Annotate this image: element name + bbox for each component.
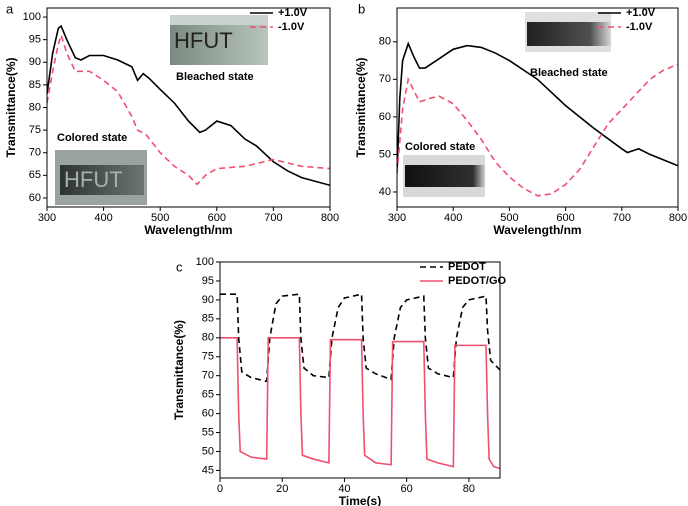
inset-image-band xyxy=(60,165,144,195)
panel-label: c xyxy=(176,259,183,274)
y-axis-label: Transmittance(%) xyxy=(4,57,18,157)
y-axis-label: Transmittance(%) xyxy=(354,57,368,157)
plot-frame xyxy=(396,7,679,208)
y-tick-label: 85 xyxy=(29,79,41,91)
y-tick-label: 70 xyxy=(202,370,214,382)
legend-label: -1.0V xyxy=(278,21,305,33)
y-tick-label: 90 xyxy=(202,294,214,306)
x-tick-label: 0 xyxy=(217,483,223,495)
legend-label: -1.0V xyxy=(626,21,653,33)
plot-area xyxy=(220,293,500,470)
y-tick-label: 50 xyxy=(379,148,391,160)
x-tick-label: 20 xyxy=(276,483,288,495)
annotation: Colored state xyxy=(405,141,475,153)
y-tick-label: 50 xyxy=(202,445,214,457)
plot-area xyxy=(397,41,678,197)
y-tick-label: 60 xyxy=(29,192,41,204)
y-tick-label: 40 xyxy=(379,186,391,198)
x-tick-label: 400 xyxy=(444,212,462,224)
plot-area xyxy=(47,24,330,187)
data-line xyxy=(397,63,678,197)
panel-label: a xyxy=(6,1,14,16)
y-tick-label: 45 xyxy=(202,464,214,476)
annotation: Bleached state xyxy=(530,67,608,79)
x-tick-label: 300 xyxy=(38,212,56,224)
inset-text: HFUT xyxy=(64,167,123,192)
x-axis-label: Time(s) xyxy=(339,494,381,506)
y-tick-label: 100 xyxy=(23,11,41,23)
y-tick-label: 75 xyxy=(29,124,41,136)
data-line xyxy=(397,41,678,174)
x-tick-label: 400 xyxy=(94,212,112,224)
x-tick-label: 500 xyxy=(151,212,169,224)
y-tick-label: 80 xyxy=(202,332,214,344)
x-axis-label: Wavelength/nm xyxy=(493,223,581,237)
x-tick-label: 300 xyxy=(388,212,406,224)
data-line xyxy=(47,24,330,187)
x-tick-label: 700 xyxy=(613,212,631,224)
y-tick-label: 90 xyxy=(29,56,41,68)
y-tick-label: 80 xyxy=(29,101,41,113)
y-tick-label: 60 xyxy=(202,407,214,419)
legend-label: +1.0V xyxy=(626,7,656,19)
y-tick-label: 70 xyxy=(29,147,41,159)
plot-frame xyxy=(46,7,331,208)
y-axis-label: Transmittance(%) xyxy=(172,320,186,420)
x-tick-label: 800 xyxy=(321,212,339,224)
panel-label: b xyxy=(358,1,365,16)
x-tick-label: 600 xyxy=(556,212,574,224)
y-tick-label: 70 xyxy=(379,73,391,85)
inset-image-band xyxy=(527,22,611,46)
y-tick-label: 95 xyxy=(202,275,214,287)
data-line xyxy=(47,32,330,186)
x-tick-label: 700 xyxy=(264,212,282,224)
y-tick-label: 65 xyxy=(202,389,214,401)
y-tick-label: 100 xyxy=(196,256,214,268)
legend-label: PEDOT/GO xyxy=(448,275,507,287)
data-line xyxy=(220,336,500,470)
x-tick-label: 80 xyxy=(463,483,475,495)
y-tick-label: 55 xyxy=(202,426,214,438)
y-tick-label: 75 xyxy=(202,351,214,363)
inset-image-band xyxy=(405,165,485,187)
x-tick-label: 60 xyxy=(401,483,413,495)
data-line xyxy=(220,293,500,383)
y-tick-label: 95 xyxy=(29,34,41,46)
x-tick-label: 800 xyxy=(669,212,687,224)
y-tick-label: 85 xyxy=(202,313,214,325)
y-tick-label: 65 xyxy=(29,169,41,181)
legend-label: +1.0V xyxy=(278,7,308,19)
annotation: Bleached state xyxy=(176,71,254,83)
y-tick-label: 60 xyxy=(379,111,391,123)
legend-label: PEDOT xyxy=(448,261,486,273)
inset-text: HFUT xyxy=(174,28,233,53)
inset-image-edge xyxy=(170,15,268,25)
annotation: Colored state xyxy=(57,132,127,144)
y-tick-label: 80 xyxy=(379,36,391,48)
x-tick-label: 600 xyxy=(208,212,226,224)
x-tick-label: 40 xyxy=(338,483,350,495)
x-tick-label: 500 xyxy=(500,212,518,224)
x-axis-label: Wavelength/nm xyxy=(144,223,232,237)
plot-frame xyxy=(219,261,501,479)
